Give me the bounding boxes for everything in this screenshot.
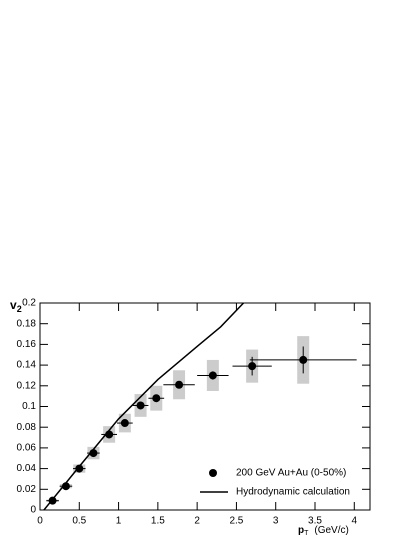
x-tick-label: 3.5 — [308, 516, 322, 527]
y-tick-label: 0.08 — [17, 422, 37, 433]
legend-label: 200 GeV Au+Au (0-50%) — [236, 468, 346, 479]
data-point — [248, 362, 257, 371]
data-point — [120, 419, 129, 428]
data-point — [299, 355, 308, 364]
y-label-sub: 2 — [17, 304, 22, 314]
data-point — [175, 380, 184, 389]
x-label-unit: (GeV/c) — [314, 525, 348, 536]
data-point — [152, 394, 161, 403]
x-tick-label: 1 — [116, 516, 122, 527]
y-tick-label: 0.02 — [17, 484, 37, 495]
plot-frame — [39, 302, 371, 511]
x-tick-label: 0.5 — [72, 516, 86, 527]
y-tick-label: 0.16 — [17, 339, 37, 350]
x-tick-label: 2 — [194, 516, 200, 527]
x-axis-label: pT (GeV/c) — [298, 525, 349, 537]
y-tick-label: 0.2 — [22, 298, 36, 309]
legend-label: Hydrodynamic calculation — [236, 487, 350, 498]
y-tick-label: 0.12 — [17, 380, 37, 391]
data-point — [61, 482, 70, 491]
y-tick-label: 0.06 — [17, 443, 37, 454]
x-tick-label: 3 — [273, 516, 279, 527]
x-tick-label: 0 — [37, 516, 43, 527]
y-label-main: v — [10, 298, 17, 312]
x-tick-label: 1.5 — [151, 516, 165, 527]
y-axis-label: v2 — [10, 298, 22, 314]
legend-marker — [209, 469, 217, 477]
data-point — [75, 464, 84, 473]
data-point — [208, 371, 217, 380]
y-tick-label: 0.14 — [17, 360, 37, 371]
x-label-main: p — [298, 525, 304, 536]
y-tick-label: 0.18 — [17, 318, 37, 329]
data-point — [136, 401, 145, 410]
x-label-sub: T — [304, 530, 309, 537]
y-tick-label: 0.1 — [22, 401, 36, 412]
y-tick-label: 0 — [30, 505, 36, 516]
x-tick-label: 4 — [352, 516, 358, 527]
x-tick-label: 2.5 — [229, 516, 243, 527]
model-line — [43, 303, 245, 510]
y-tick-label: 0.04 — [17, 463, 37, 474]
